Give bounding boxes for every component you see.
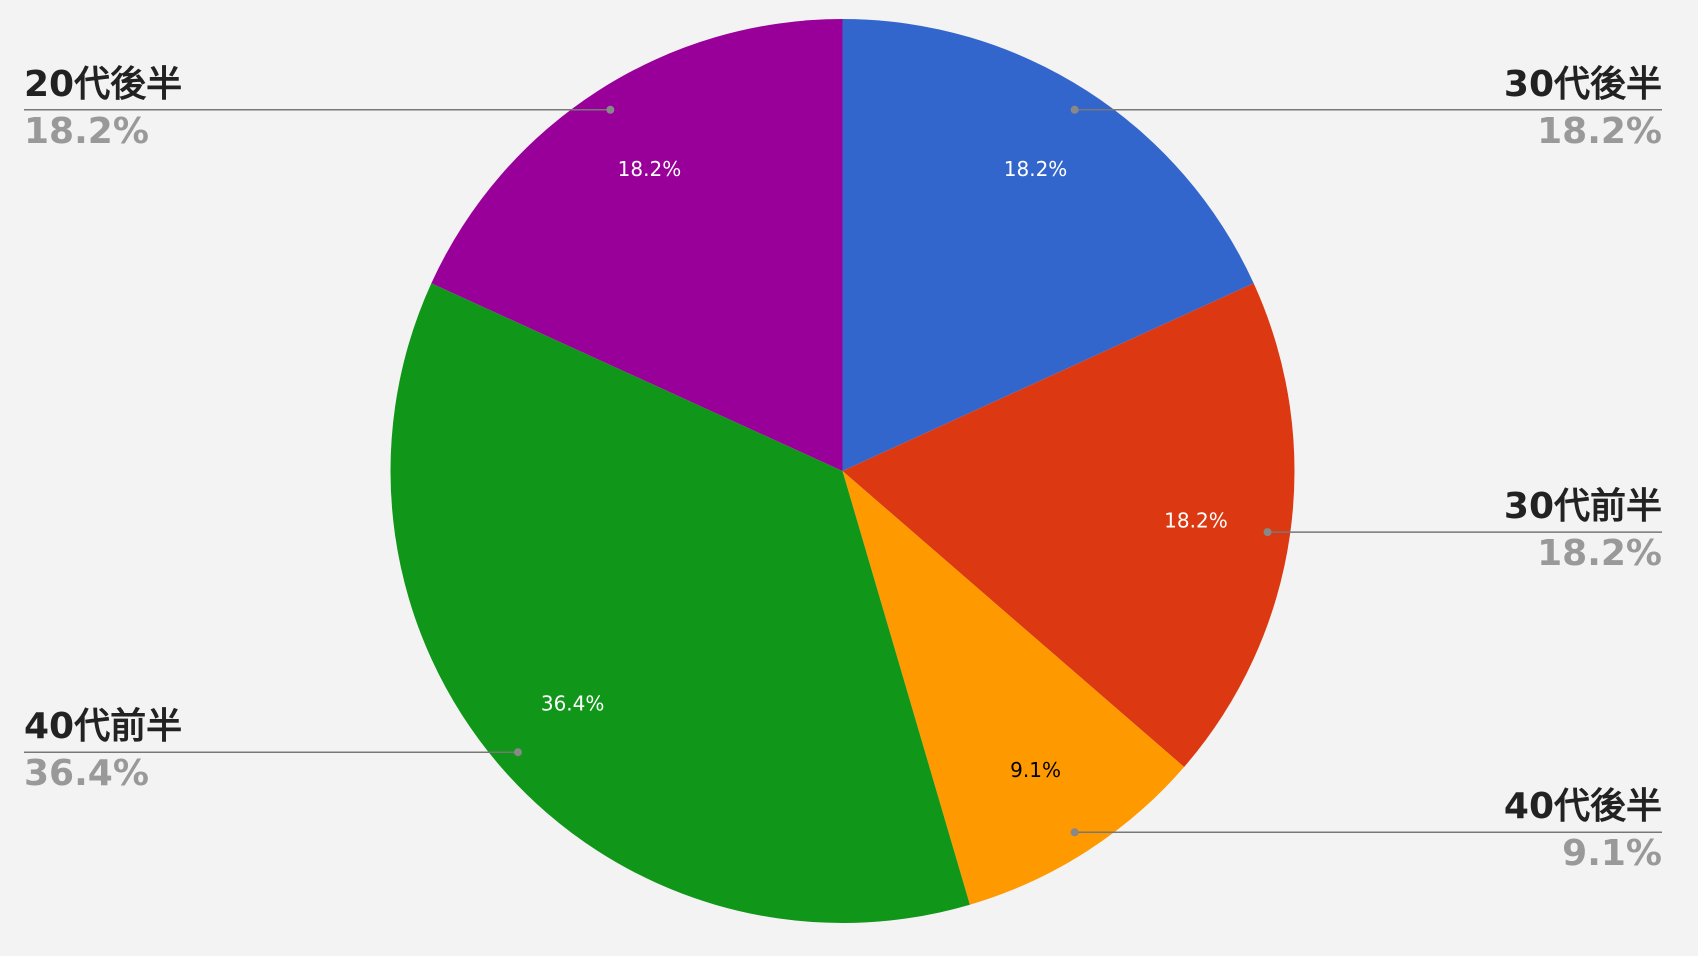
pie-slice — [842, 19, 1254, 471]
leader-dot — [1263, 528, 1272, 537]
legend-label: 40代後半 — [1504, 786, 1662, 827]
slice-label: 18.2% — [618, 157, 682, 181]
slice-label: 36.4% — [541, 691, 605, 715]
pie-slice — [842, 471, 1185, 905]
slice-label: 18.2% — [1164, 508, 1228, 532]
legend-value: 36.4% — [24, 753, 149, 794]
pie-slice — [842, 283, 1295, 767]
leader-dot — [1070, 105, 1079, 114]
legend-label: 40代前半 — [24, 706, 182, 747]
leader-dot — [513, 748, 522, 757]
legend-value: 18.2% — [1537, 111, 1662, 152]
legend-label: 20代後半 — [24, 64, 182, 105]
pie-slice — [390, 283, 970, 923]
leader-dot — [606, 105, 615, 114]
pie-slice — [431, 19, 843, 471]
legend-value: 18.2% — [1537, 533, 1662, 574]
leader-dot — [1070, 828, 1079, 837]
slice-label: 9.1% — [1010, 758, 1061, 782]
legend-label: 30代前半 — [1504, 486, 1662, 527]
legend-label: 30代後半 — [1504, 64, 1662, 105]
legend-value: 9.1% — [1562, 833, 1662, 874]
legend-value: 18.2% — [24, 111, 149, 152]
slice-label: 18.2% — [1004, 157, 1068, 181]
